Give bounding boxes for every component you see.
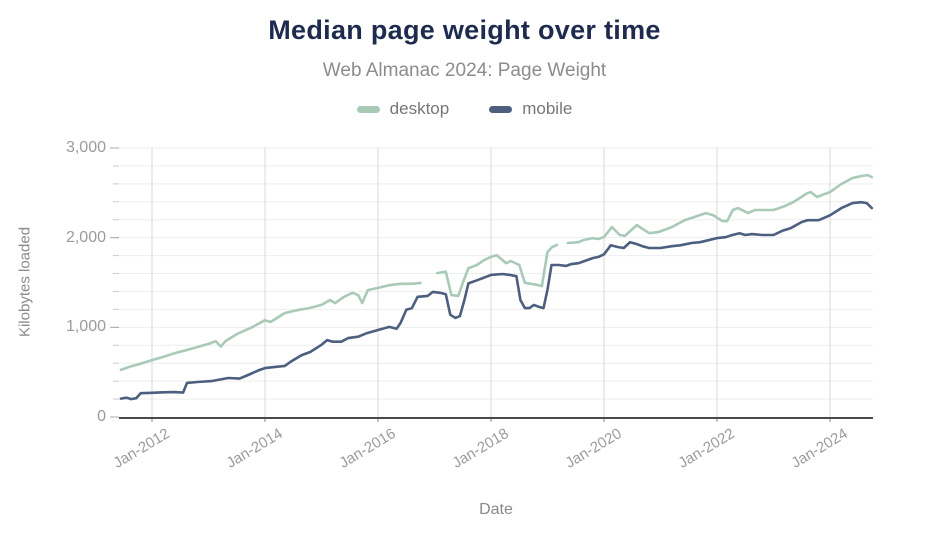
y-tick-label: 0 (97, 408, 106, 425)
desktop-line[interactable] (435, 243, 559, 298)
mobile-line[interactable] (119, 200, 874, 401)
legend-entry-mobile[interactable]: mobile (489, 99, 572, 119)
desktop-line[interactable] (119, 281, 422, 372)
chart-title: Median page weight over time (268, 15, 661, 45)
y-axis-title: Kilobytes loaded (16, 226, 34, 338)
y-tick-label: 3,000 (65, 139, 106, 156)
legend-entry-desktop[interactable]: desktop (356, 99, 450, 119)
y-tick-label: 2,000 (65, 228, 106, 246)
x-axis-title: Date (479, 501, 513, 518)
desktop-series-swatch (356, 105, 380, 113)
legend: desktop mobile (0, 99, 929, 119)
legend-label-mobile: mobile (522, 99, 573, 118)
desktop-line[interactable] (566, 173, 874, 245)
chart-subtitle: Web Almanac 2024: Page Weight (322, 60, 607, 81)
mobile-series-swatch (489, 105, 513, 113)
legend-label-desktop: desktop (389, 99, 450, 118)
y-tick-label: 1,000 (65, 318, 106, 336)
